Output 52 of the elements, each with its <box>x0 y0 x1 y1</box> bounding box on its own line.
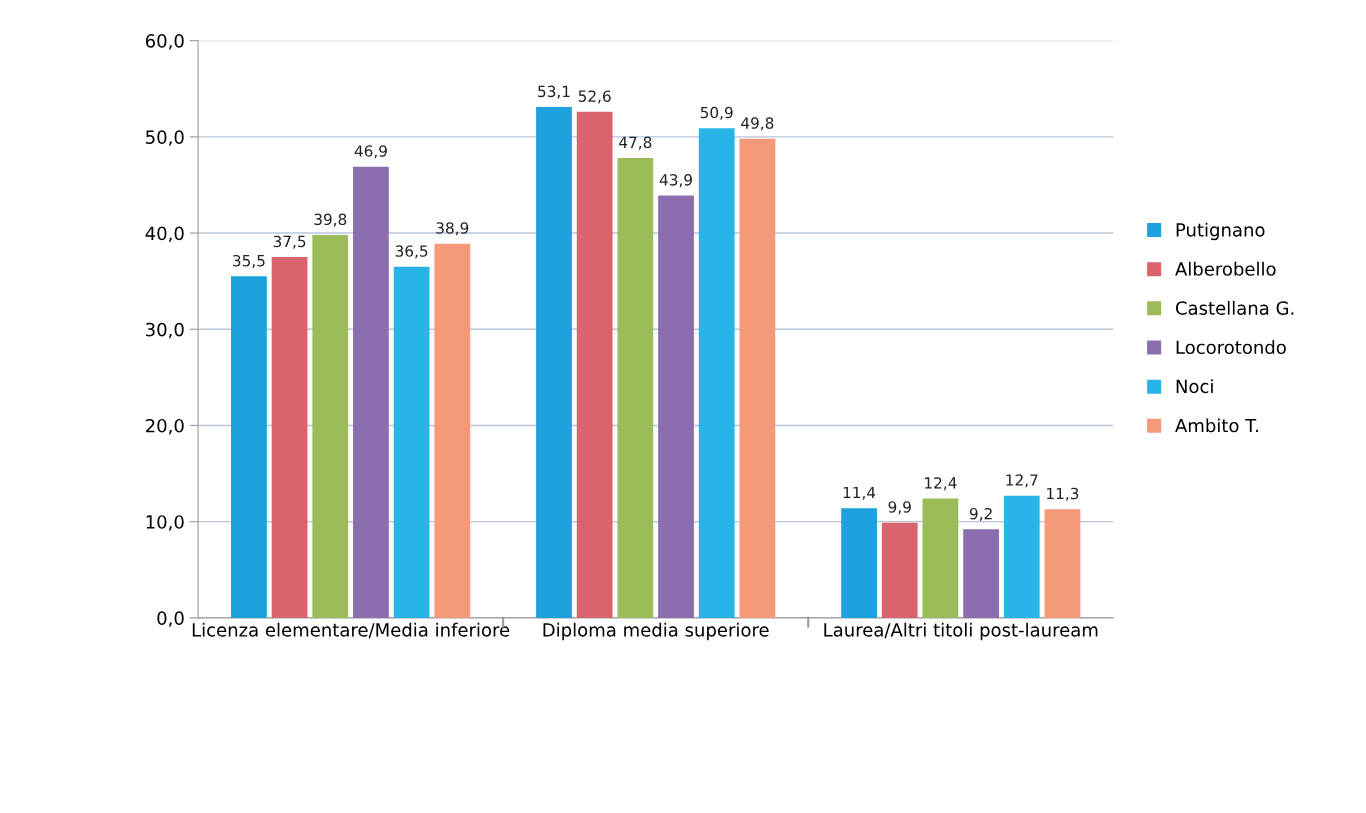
legend-label: Castellana G. <box>1175 300 1294 315</box>
bar <box>963 529 999 618</box>
legend-label: Putignano <box>1176 222 1265 241</box>
data-label: 37,5 <box>273 235 306 249</box>
data-label: 50,9 <box>700 106 733 120</box>
x-tick-label: Laurea/Altri titoli post-lauream <box>824 622 1098 641</box>
bar <box>536 107 572 618</box>
bar <box>739 138 776 618</box>
data-label: 36,5 <box>395 245 428 259</box>
data-label: 39,8 <box>314 213 347 227</box>
bar <box>1003 495 1040 618</box>
bar <box>1044 509 1081 618</box>
data-label: 12,7 <box>1006 474 1038 488</box>
legend-label: Ambito T. <box>1175 418 1258 433</box>
bar <box>881 522 918 618</box>
data-label: 47,8 <box>619 136 652 150</box>
bar <box>922 498 959 618</box>
data-label: 9,2 <box>969 507 992 522</box>
data-label: 11,4 <box>843 486 876 500</box>
bar <box>698 128 735 618</box>
data-label: 11,3 <box>1047 487 1079 501</box>
bar <box>841 508 877 618</box>
data-label: 38,9 <box>436 222 469 236</box>
bar <box>617 158 654 618</box>
data-label: 52,6 <box>578 90 611 104</box>
bar <box>353 166 389 618</box>
data-label: 9,9 <box>888 501 911 515</box>
data-label: 43,9 <box>659 174 692 188</box>
bar <box>658 195 694 618</box>
bar <box>393 266 430 618</box>
bar <box>231 276 267 618</box>
x-tick-label: Diploma media superiore <box>543 622 769 641</box>
data-label: 49,8 <box>741 117 774 131</box>
y-tick-label: 40,0 <box>145 226 184 243</box>
bar <box>312 234 349 618</box>
y-tick-label: 60,0 <box>145 34 184 50</box>
bar <box>576 111 613 618</box>
data-label: 12,4 <box>925 477 957 491</box>
y-tick-label: 30,0 <box>146 322 184 339</box>
y-tick-label: 0,0 <box>157 611 184 627</box>
y-tick-label: 50,0 <box>146 130 184 146</box>
data-label: 53,1 <box>538 85 570 99</box>
data-label: 35,5 <box>233 254 265 269</box>
bar <box>271 257 308 618</box>
legend-label: Alberobello <box>1175 261 1276 276</box>
legend-label: Locorotondo <box>1176 340 1286 355</box>
x-tick-label: Licenza elementare/Media inferiore <box>192 622 510 639</box>
legend-label: Noci <box>1176 379 1213 394</box>
y-tick-label: 20,0 <box>146 418 184 435</box>
bar <box>434 243 471 618</box>
y-tick-label: 10,0 <box>146 515 184 531</box>
data-label: 46,9 <box>354 145 387 159</box>
